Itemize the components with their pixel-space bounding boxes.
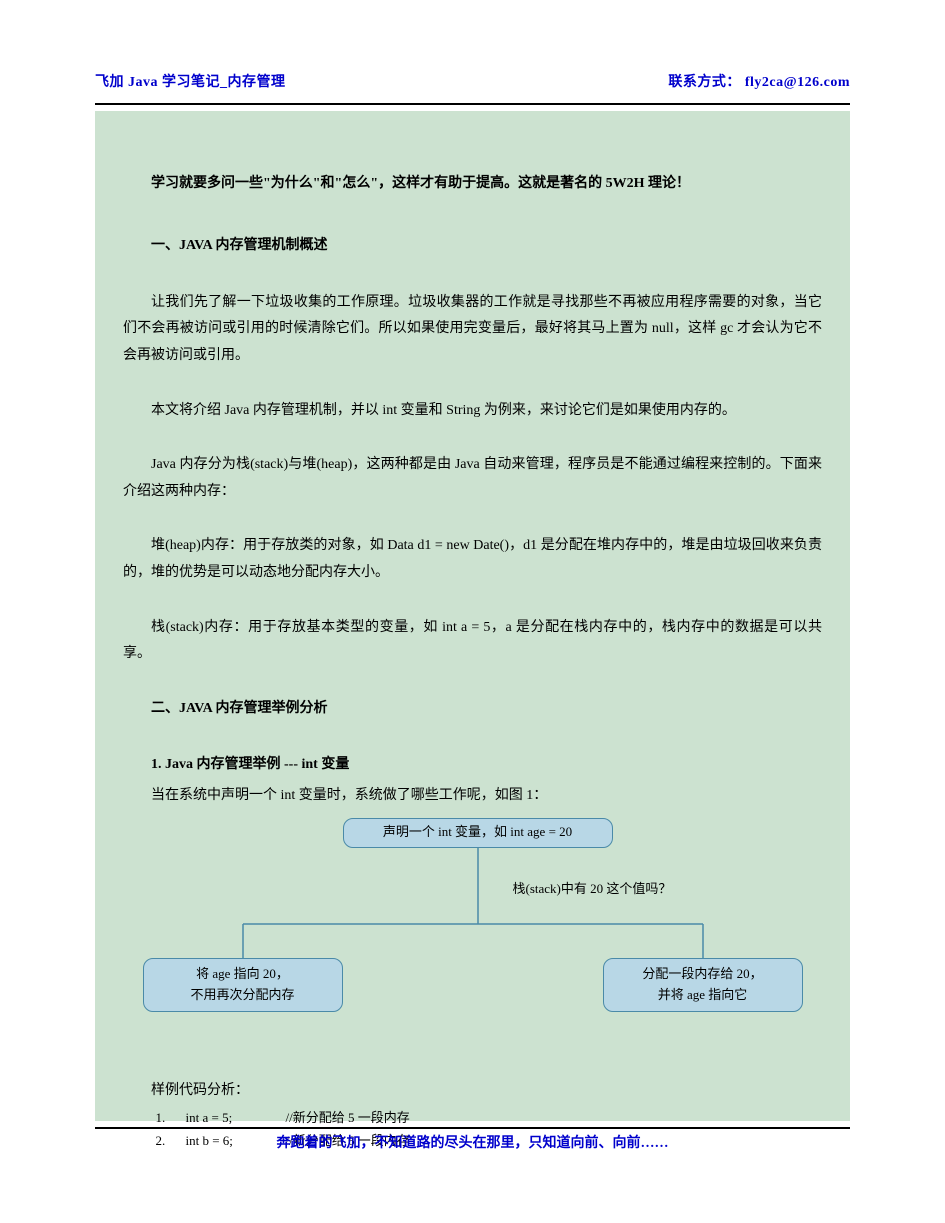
- flowchart-node-left-line2: 不用再次分配内存: [190, 985, 294, 1006]
- section1-heading: 一、JAVA 内存管理机制概述: [123, 233, 822, 260]
- section2-sub1: 1. Java 内存管理举例 --- int 变量: [123, 752, 822, 779]
- code-stmt-2: int b = 6;: [186, 1129, 286, 1152]
- section1-p1: 让我们先了解一下垃圾收集的工作原理。垃圾收集器的工作就是寻找那些不再被应用程序需…: [123, 290, 822, 370]
- flowchart-decision-label: 栈(stack)中有 20 这个值吗？: [513, 880, 672, 898]
- flowchart-node-top: 声明一个 int 变量，如 int age = 20: [343, 818, 613, 848]
- code-comment-1: //新分配给 5 一段内存: [286, 1106, 410, 1129]
- code-ln-2: 2.: [156, 1129, 186, 1152]
- flowchart-node-right-line1: 分配一段内存给 20，: [642, 964, 762, 985]
- doc-title: 飞加 Java 学习笔记_内存管理: [95, 70, 286, 97]
- section2-sub1-intro: 当在系统中声明一个 int 变量时，系统做了哪些工作呢，如图 1：: [123, 783, 822, 810]
- flowchart-node-left-line1: 将 age 指向 20，: [196, 964, 289, 985]
- flowchart-node-left: 将 age 指向 20， 不用再次分配内存: [143, 958, 343, 1012]
- contact-block: 联系方式： fly2ca@126.com: [668, 70, 850, 97]
- section1-p4: 堆(heap)内存：用于存放类的对象，如 Data d1 = new Date(…: [123, 533, 822, 586]
- page: 飞加 Java 学习笔记_内存管理 联系方式： fly2ca@126.com 学…: [0, 0, 945, 1223]
- content-box: 学习就要多问一些"为什么"和"怎么"，这样才有助于提高。这就是著名的 5W2H …: [95, 111, 850, 1121]
- intro-paragraph: 学习就要多问一些"为什么"和"怎么"，这样才有助于提高。这就是著名的 5W2H …: [123, 171, 822, 198]
- flowchart: 声明一个 int 变量，如 int age = 20 栈(stack)中有 20…: [143, 818, 803, 1018]
- section1-p2: 本文将介绍 Java 内存管理机制，并以 int 变量和 String 为例来，…: [123, 398, 822, 425]
- section1-p5: 栈(stack)内存：用于存放基本类型的变量，如 int a = 5，a 是分配…: [123, 615, 822, 668]
- flowchart-node-right-line2: 并将 age 指向它: [658, 985, 748, 1006]
- flowchart-node-right: 分配一段内存给 20， 并将 age 指向它: [603, 958, 803, 1012]
- contact-email: fly2ca@126.com: [745, 75, 850, 90]
- page-header: 飞加 Java 学习笔记_内存管理 联系方式： fly2ca@126.com: [95, 70, 850, 97]
- code-ln-1: 1.: [156, 1106, 186, 1129]
- code-stmt-1: int a = 5;: [186, 1106, 286, 1129]
- header-rule: [95, 103, 850, 105]
- code-heading: 样例代码分析：: [123, 1078, 822, 1105]
- section2-heading: 二、JAVA 内存管理举例分析: [123, 696, 822, 723]
- contact-label: 联系方式：: [668, 75, 741, 90]
- section1-p3: Java 内存分为栈(stack)与堆(heap)，这两种都是由 Java 自动…: [123, 452, 822, 505]
- flowchart-node-top-text: 声明一个 int 变量，如 int age = 20: [383, 822, 572, 843]
